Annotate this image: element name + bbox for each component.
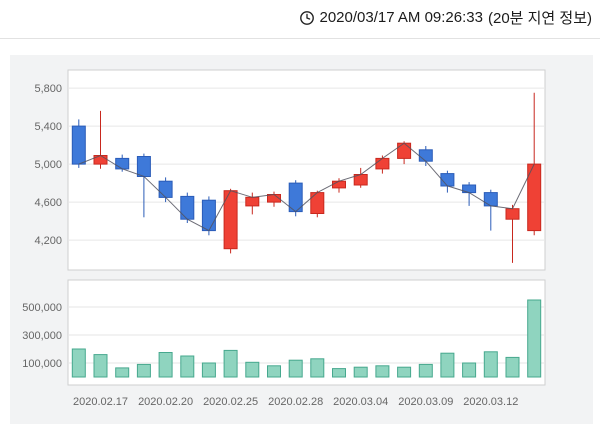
volume-bar bbox=[418, 363, 433, 378]
candle-body bbox=[136, 156, 151, 177]
volume-tick-label: 100,000 bbox=[22, 358, 62, 370]
volume-bar bbox=[332, 368, 346, 378]
volume-tick-label: 500,000 bbox=[22, 302, 62, 314]
candle-body bbox=[505, 208, 520, 220]
volume-bar bbox=[397, 366, 412, 378]
date-label: 2020.03.04 bbox=[333, 396, 388, 408]
volume-bar bbox=[180, 355, 195, 378]
volume-bar bbox=[462, 362, 477, 378]
price-tick-label: 4,600 bbox=[34, 197, 62, 209]
candle-body bbox=[440, 173, 455, 187]
candle-body bbox=[201, 199, 216, 232]
candle-body bbox=[418, 149, 433, 162]
header-divider bbox=[0, 38, 600, 39]
volume-bar bbox=[440, 352, 455, 378]
volume-bar bbox=[93, 354, 108, 378]
volume-bar bbox=[158, 352, 173, 378]
volume-bar bbox=[245, 361, 260, 378]
candle-body bbox=[375, 157, 390, 170]
timestamp-text: 2020/03/17 AM 09:26:33 bbox=[319, 9, 483, 26]
volume-bar bbox=[527, 299, 542, 378]
delay-note-text: (20분 지연 정보) bbox=[487, 10, 592, 27]
date-label: 2020.02.28 bbox=[268, 396, 323, 408]
price-tick-label: 4,200 bbox=[34, 235, 62, 247]
candle-body bbox=[115, 157, 130, 170]
volume-tick-label: 300,000 bbox=[22, 330, 62, 342]
volume-bar bbox=[223, 349, 238, 378]
price-tick-label: 5,000 bbox=[34, 159, 62, 171]
price-tick-label: 5,400 bbox=[34, 121, 62, 133]
stock-chart-container: 5,800 5,400 5,000 4,600 4,200 500,000 300,000 1… bbox=[10, 55, 593, 424]
date-label: 2020.03.12 bbox=[463, 396, 518, 408]
volume-bar bbox=[483, 351, 498, 378]
volume-bar bbox=[267, 365, 281, 378]
volume-bar bbox=[115, 367, 130, 378]
candle-body bbox=[310, 192, 325, 215]
date-label: 2020.02.20 bbox=[138, 396, 193, 408]
candlestick-volume-chart: 5,800 5,400 5,000 4,600 4,200 500,000 300,000 1… bbox=[22, 69, 546, 408]
price-tick-label: 5,800 bbox=[34, 83, 62, 95]
candle-body bbox=[158, 180, 173, 198]
candle-body bbox=[332, 180, 346, 189]
volume-bar bbox=[353, 366, 368, 378]
date-label: 2020.02.25 bbox=[203, 396, 258, 408]
date-label: 2020.02.17 bbox=[73, 396, 128, 408]
date-label: 2020.03.09 bbox=[398, 396, 453, 408]
volume-bar bbox=[71, 348, 86, 378]
candle-body bbox=[245, 196, 260, 207]
volume-bar bbox=[505, 356, 520, 378]
close-line bbox=[78, 142, 535, 232]
candle-body bbox=[180, 195, 195, 220]
volume-bar bbox=[288, 359, 303, 378]
candle-body bbox=[397, 142, 412, 159]
volume-bar bbox=[310, 358, 325, 378]
volume-bar bbox=[136, 363, 151, 378]
clock-icon bbox=[299, 10, 314, 25]
candle-body bbox=[71, 125, 86, 165]
chart-timestamp-header: 2020/03/17 AM 09:26:33 (20분 지연 정보) bbox=[299, 7, 592, 28]
volume-bar bbox=[375, 365, 390, 378]
candle-body bbox=[483, 192, 498, 207]
volume-bar bbox=[201, 362, 216, 378]
